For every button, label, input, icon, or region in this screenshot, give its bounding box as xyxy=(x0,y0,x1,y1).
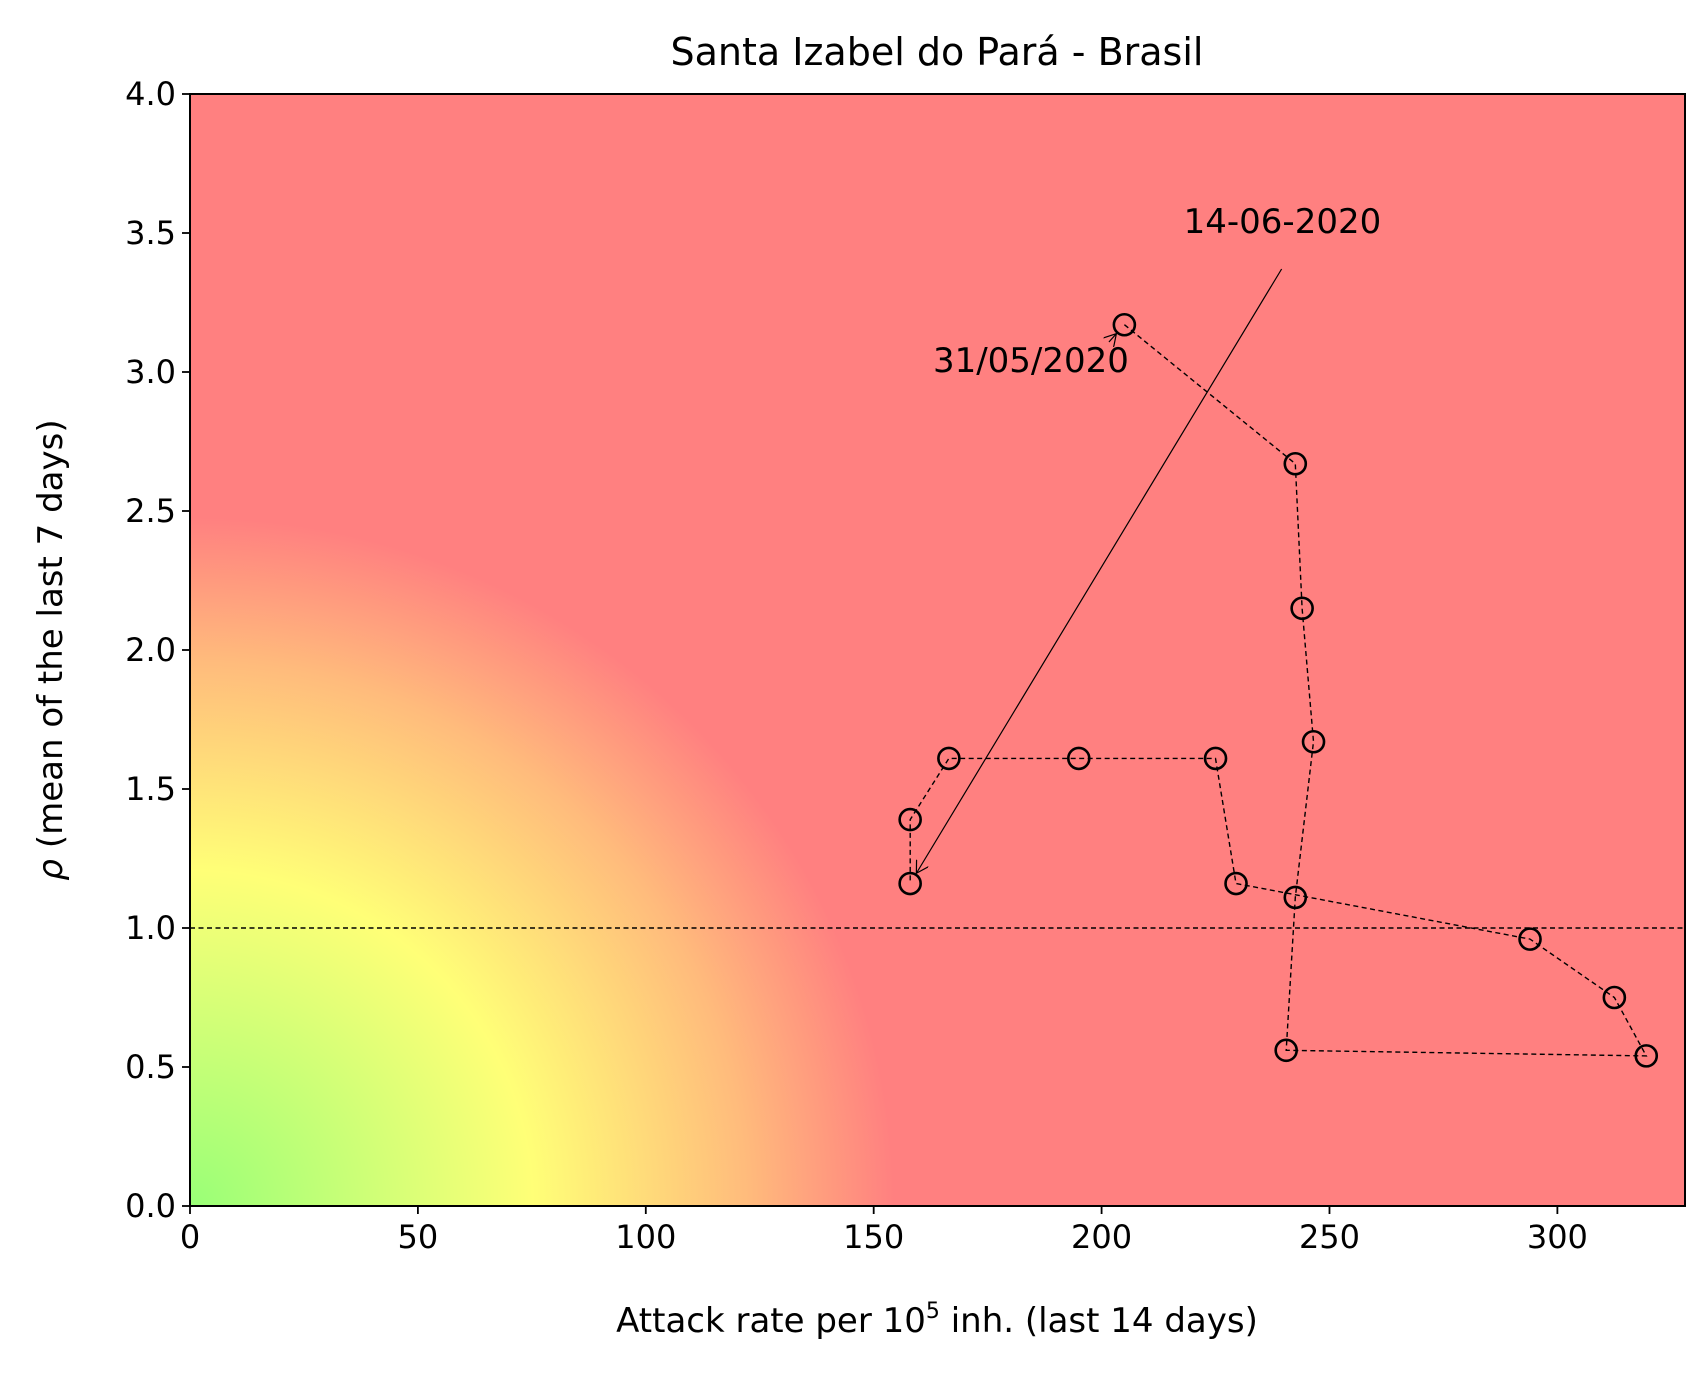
series-line xyxy=(909,324,1648,1057)
x-tick-label: 100 xyxy=(615,1218,676,1256)
y-tick-label: 2.5 xyxy=(125,492,176,530)
data-point xyxy=(937,746,961,771)
data-point xyxy=(1112,312,1137,337)
data-point xyxy=(1066,746,1091,771)
data-point xyxy=(1634,1044,1659,1068)
data-point xyxy=(1602,985,1627,1010)
annotation-label: 31/05/2020 xyxy=(933,341,1129,381)
y-tick-label: 1.0 xyxy=(125,909,176,947)
axes: 0 50 100 150 200 250 300 0.0 0.5 1.0 1.5 2.0 2.5 3.0 3… xyxy=(125,75,1588,1256)
data-point xyxy=(1203,746,1228,771)
data-point xyxy=(1290,596,1314,621)
annotation-arrow xyxy=(916,268,1283,873)
x-axis-label: Attack rate per 105 inh. (last 14 days) xyxy=(616,1299,1258,1341)
y-axis-label-symbol: ρ xyxy=(31,859,71,881)
y-axis-label: ρ (mean of the last 7 days) xyxy=(31,419,71,880)
x-tick-label: 250 xyxy=(1299,1218,1360,1256)
y-tick-label: 4.0 xyxy=(125,75,176,113)
plot-area xyxy=(190,312,1685,1068)
x-tick-label: 150 xyxy=(843,1218,904,1256)
data-point xyxy=(898,871,922,896)
y-tick-label: 1.5 xyxy=(125,770,176,808)
y-tick-label: 0.0 xyxy=(125,1187,176,1225)
data-point xyxy=(898,807,922,832)
annotations: 31/05/2020 14-06-2020 xyxy=(916,202,1381,873)
x-tick-label: 0 xyxy=(180,1218,200,1256)
risk-gradient-area xyxy=(190,94,1685,1206)
data-point xyxy=(1283,885,1308,910)
y-tick-label: 0.5 xyxy=(125,1048,176,1086)
y-tick-label: 3.0 xyxy=(125,353,176,391)
x-axis-label-prefix: Attack rate per 10 xyxy=(616,1301,926,1341)
x-axis-label-superscript: 5 xyxy=(926,1299,940,1324)
y-axis-label-text: (mean of the last 7 days) xyxy=(31,419,71,859)
data-point xyxy=(1224,871,1248,896)
x-tick-label: 300 xyxy=(1527,1218,1588,1256)
x-tick-label: 200 xyxy=(1071,1218,1132,1256)
data-point xyxy=(1518,927,1542,951)
chart-title: Santa Izabel do Pará - Brasil xyxy=(671,30,1204,74)
data-point xyxy=(1274,1038,1298,1063)
y-tick-label: 2.0 xyxy=(125,631,176,669)
annotation-arrow xyxy=(1109,334,1116,342)
data-point xyxy=(1301,729,1326,754)
annotation-label: 14-06-2020 xyxy=(1184,202,1382,242)
data-point xyxy=(1283,451,1308,476)
x-tick-label: 50 xyxy=(398,1218,439,1256)
y-tick-label: 3.5 xyxy=(125,214,176,252)
x-axis-label-suffix: inh. (last 14 days) xyxy=(940,1301,1258,1341)
